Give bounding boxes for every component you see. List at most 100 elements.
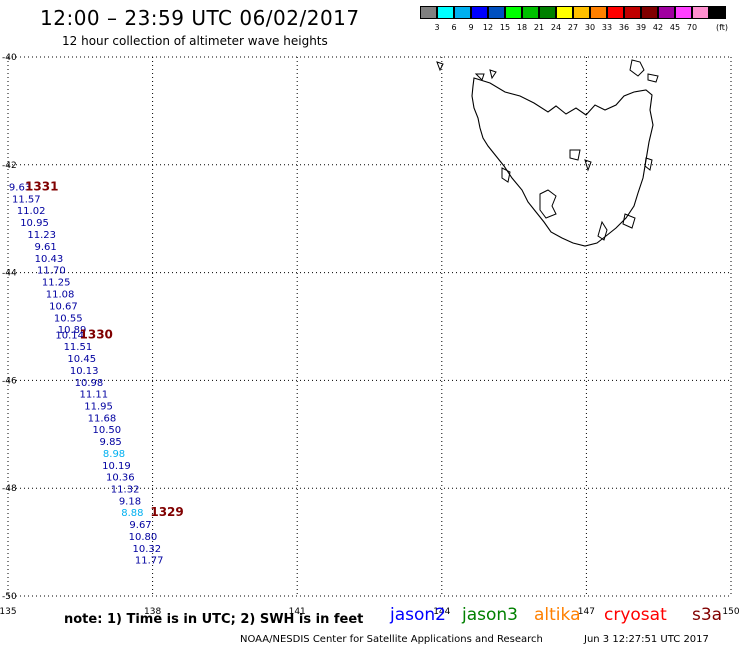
color-scale-label: 30 (584, 23, 596, 32)
longitude-tick-label: 144 (433, 607, 450, 617)
color-scale-label: 45 (669, 23, 681, 32)
wave-height-label: 11.68 (88, 413, 117, 424)
color-scale-label: 39 (635, 23, 647, 32)
color-scale-swatch (624, 6, 641, 19)
color-scale-swatch (573, 6, 590, 19)
wave-height-label: 11.02 (17, 206, 46, 217)
great-lake (569, 149, 581, 161)
wave-height-label: 11.23 (27, 230, 56, 241)
tasman-peninsula (622, 213, 636, 229)
color-scale-unit: (ft) (716, 23, 729, 32)
wave-height-label: 11.70 (37, 266, 66, 277)
wave-height-label: 10.67 (49, 301, 78, 312)
satellite-track: 9.6311.5711.0210.9511.239.6110.4311.7011… (9, 180, 184, 567)
latitude-tick-label: -50 (2, 592, 17, 602)
legend-cryosat: cryosat (604, 605, 667, 625)
longitude-tick-label: 141 (289, 607, 306, 617)
color-scale-label: 27 (567, 23, 579, 32)
wave-height-label: 10.95 (20, 218, 49, 229)
wave-height-label: 11.57 (12, 195, 41, 206)
page-title: 12:00 – 23:59 UTC 06/02/2017 (40, 6, 360, 30)
color-scale-swatch (471, 6, 488, 19)
color-scale-swatch (522, 6, 539, 19)
credit-line: NOAA/NESDIS Center for Satellite Applica… (240, 634, 543, 645)
color-scale-swatch (607, 6, 624, 19)
bruny-island (597, 220, 608, 241)
color-scale-swatch (454, 6, 471, 19)
king-island (436, 61, 444, 72)
wave-height-label: 10.43 (35, 254, 64, 265)
color-scale-swatch (590, 6, 607, 19)
latitude-tick-label: -46 (2, 376, 17, 386)
color-scale-label: 42 (652, 23, 664, 32)
lake-gordon (539, 189, 557, 219)
color-scale-swatch (437, 6, 454, 19)
arthurs-lake (584, 159, 592, 172)
color-scale-label: 12 (482, 23, 494, 32)
wave-height-label: 10.80 (129, 532, 158, 543)
wave-height-label: 9.63 (9, 183, 31, 194)
wave-height-label: 11.77 (135, 556, 164, 567)
graticule (7, 56, 732, 597)
wave-height-label: 10.36 (106, 473, 135, 484)
wave-height-label: 9.18 (119, 496, 141, 507)
wave-height-label: 11.08 (46, 289, 75, 300)
legend-jason2: jason2 (390, 605, 446, 625)
longitude-tick-label: 135 (0, 607, 17, 617)
robbins-island (474, 73, 485, 81)
wave-height-label: 9.85 (100, 437, 122, 448)
legend-jason3: jason3 (462, 605, 518, 625)
color-scale-swatch (641, 6, 658, 19)
legend-s3a: s3a (692, 605, 723, 625)
color-scale-label: 6 (451, 23, 457, 32)
color-scale-swatch (539, 6, 556, 19)
color-scale-label: 36 (618, 23, 630, 32)
wave-height-label: 10.45 (67, 354, 96, 365)
maria-island (644, 157, 653, 171)
wave-height-label: 10.14 (55, 330, 84, 341)
flinders-island (629, 59, 645, 77)
wave-height-label: 11.51 (64, 342, 93, 353)
color-scale-swatch (658, 6, 675, 19)
wave-height-label: 10.98 (75, 378, 104, 389)
legend-altika: altika (534, 605, 581, 625)
wave-height-label: 11.25 (42, 278, 71, 289)
time-label: 1330 (80, 327, 113, 341)
wave-height-label: 11.95 (84, 402, 113, 413)
color-scale-label: 3 (434, 23, 440, 32)
color-scale-label: 24 (550, 23, 562, 32)
tasmania-coastline (471, 77, 654, 247)
longitude-tick-label: 147 (578, 607, 595, 617)
wave-height-label: 10.50 (92, 425, 121, 436)
color-scale-swatch (488, 6, 505, 19)
longitude-tick-label: 138 (144, 607, 161, 617)
color-scale-label: 9 (468, 23, 474, 32)
latitude-tick-label: -40 (2, 53, 17, 63)
color-scale-swatch (505, 6, 522, 19)
page-subtitle: 12 hour collection of altimeter wave hei… (62, 34, 328, 48)
time-label: 1329 (150, 505, 183, 519)
axis-tick-labels: 135 138 141 144 147 150 -40 -42 -44 -46 -48 -50 (0, 53, 740, 617)
wave-height-label: 10.13 (70, 366, 99, 377)
color-scale-label: 33 (601, 23, 613, 32)
wave-height-label: 11.32 (111, 485, 140, 496)
color-scale-label: 18 (516, 23, 528, 32)
color-scale-swatch (692, 6, 709, 19)
longitude-tick-label: 150 (722, 607, 739, 617)
footnote: note: 1) Time is in UTC; 2) SWH is in fe… (64, 612, 364, 627)
color-scale-label: 15 (499, 23, 511, 32)
wave-height-label: 11.11 (79, 390, 108, 401)
color-scale-swatch (675, 6, 692, 19)
wave-height-label: 8.98 (103, 449, 125, 460)
wave-height-label: 10.89 (58, 325, 87, 336)
wave-height-label: 9.61 (34, 242, 56, 253)
color-scale-label: 21 (533, 23, 545, 32)
cape-barren-island (647, 73, 659, 83)
time-label: 1331 (25, 180, 58, 194)
latitude-tick-label: -42 (2, 161, 17, 171)
generated-timestamp: Jun 3 12:27:51 UTC 2017 (584, 634, 709, 645)
color-scale-swatch (420, 6, 437, 19)
color-scale-swatch (556, 6, 573, 19)
color-scale-swatch (709, 6, 726, 19)
